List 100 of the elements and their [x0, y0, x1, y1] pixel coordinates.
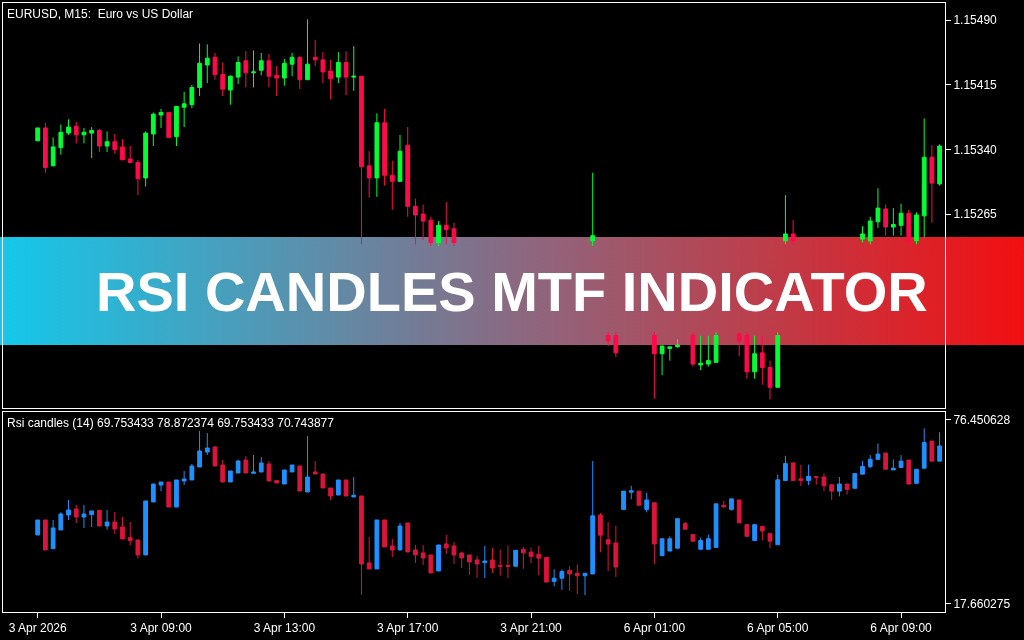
candlestick	[274, 479, 280, 484]
candlestick	[937, 431, 942, 462]
candlestick	[713, 503, 719, 549]
candlestick	[644, 492, 650, 513]
candlestick	[135, 539, 141, 560]
candlestick	[258, 52, 264, 76]
candlestick	[544, 556, 549, 583]
candlestick	[921, 117, 927, 238]
candlestick	[320, 51, 326, 84]
candlestick	[474, 555, 480, 579]
candlestick	[120, 516, 125, 540]
x-tick-label: 6 Apr 01:00	[623, 621, 686, 636]
candlestick	[212, 445, 218, 467]
candlestick	[875, 187, 881, 229]
candlestick	[767, 360, 773, 400]
candlestick	[736, 331, 742, 357]
candlestick	[235, 55, 241, 85]
candlestick	[382, 108, 387, 187]
candlestick	[574, 563, 580, 595]
candlestick	[204, 432, 210, 456]
candlestick	[937, 143, 942, 187]
candlestick	[228, 470, 233, 483]
candlestick	[736, 499, 742, 524]
candlestick	[220, 61, 226, 97]
candlestick	[312, 460, 318, 475]
candlestick	[783, 194, 788, 245]
candlestick	[690, 331, 696, 368]
candlestick	[659, 538, 665, 557]
candlestick	[929, 440, 935, 462]
candlestick	[898, 454, 904, 468]
candlestick	[667, 346, 673, 362]
candlestick	[251, 454, 256, 474]
candlestick	[181, 91, 187, 128]
candlestick	[281, 58, 287, 87]
candlestick	[58, 124, 64, 156]
candlestick	[258, 456, 264, 473]
candlestick	[120, 138, 125, 161]
candlestick	[397, 134, 403, 182]
candlestick	[752, 524, 757, 541]
candlestick	[389, 160, 395, 211]
candlestick	[35, 127, 41, 142]
candlestick	[582, 572, 588, 596]
candlestick	[721, 500, 727, 508]
candlestick	[759, 525, 765, 541]
candlestick	[636, 490, 642, 506]
candlestick	[567, 565, 572, 592]
candlestick	[143, 500, 148, 556]
candlestick	[305, 18, 310, 81]
candlestick	[744, 524, 750, 537]
candlestick	[243, 455, 249, 474]
candlestick	[667, 535, 673, 552]
candlestick	[289, 52, 295, 77]
candlestick	[783, 455, 788, 482]
candlestick	[752, 335, 757, 380]
candlestick	[96, 128, 102, 153]
candlestick	[158, 108, 164, 129]
candlestick	[150, 483, 156, 503]
candlestick	[50, 519, 56, 550]
annotation: RSI CANDLES MTF INDICATOR	[96, 260, 928, 323]
candlestick	[605, 331, 611, 347]
candlestick	[150, 111, 156, 147]
candlestick	[490, 547, 495, 574]
candlestick	[66, 118, 71, 136]
candlestick	[366, 150, 372, 199]
candlestick	[297, 465, 303, 492]
candlestick	[744, 331, 750, 380]
candlestick	[96, 509, 102, 527]
x-tick-label: 3 Apr 17:00	[377, 621, 439, 636]
candlestick	[189, 84, 195, 109]
candlestick	[35, 519, 41, 536]
candlestick	[513, 549, 519, 567]
candlestick	[328, 487, 334, 501]
candlestick	[705, 335, 711, 368]
candlestick	[174, 479, 179, 508]
candlestick	[914, 468, 919, 484]
x-tick-label: 6 Apr 09:00	[870, 621, 933, 636]
y-tick-label: 76.450628	[953, 412, 1011, 427]
candlestick	[844, 483, 850, 496]
candlestick	[806, 464, 811, 486]
x-tick-label: 3 Apr 13:00	[253, 621, 316, 636]
candlestick	[274, 65, 280, 97]
candlestick	[921, 427, 927, 469]
candlestick	[860, 225, 865, 244]
candlestick	[374, 112, 380, 198]
candlestick	[875, 443, 881, 460]
candlestick	[798, 464, 804, 487]
candlestick	[351, 45, 357, 92]
x-tick-label: 3 Apr 09:00	[130, 621, 193, 636]
candlestick	[266, 53, 272, 88]
candlestick	[289, 464, 295, 473]
candlestick	[243, 50, 249, 88]
candlestick	[374, 519, 380, 570]
candlestick	[436, 544, 441, 572]
candlestick	[297, 55, 303, 90]
candlestick	[852, 472, 858, 489]
candlestick	[312, 39, 318, 67]
candlestick	[405, 522, 411, 553]
candlestick	[914, 211, 919, 245]
candlestick	[251, 49, 256, 88]
candlestick	[181, 470, 187, 486]
